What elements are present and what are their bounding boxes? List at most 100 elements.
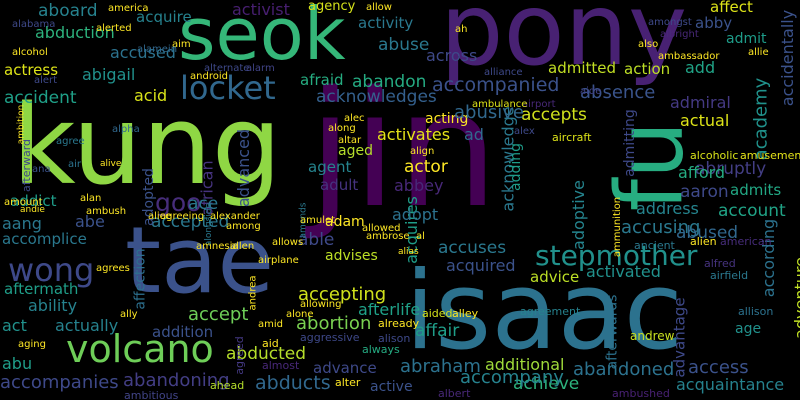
word-aircraft: aircraft <box>552 131 592 144</box>
word-airplane: airplane <box>258 255 299 266</box>
word-american: american <box>720 235 772 248</box>
word-already: already <box>378 317 420 330</box>
word-almost: almost <box>262 359 300 372</box>
word-agent: agent <box>308 158 352 176</box>
word-advice: advice <box>530 268 580 286</box>
word-aang: aang <box>2 214 42 233</box>
word-allowing: allowing <box>300 299 342 310</box>
word-kung: kung <box>12 81 282 209</box>
word-alice: alice <box>148 211 172 222</box>
word-acting: acting <box>425 111 469 127</box>
word-afraid: afraid <box>300 71 344 89</box>
word-affection: affection <box>132 248 149 310</box>
word-abducted: abducted <box>226 344 307 364</box>
word-amid: amid <box>258 319 283 330</box>
word-able: able <box>298 230 335 250</box>
word-allen: allen <box>230 241 255 252</box>
word-academy: academy <box>750 77 772 161</box>
word-alec: alec <box>344 113 365 124</box>
word-account: account <box>718 201 786 221</box>
word-also: also <box>638 39 659 50</box>
word-according: according <box>759 218 779 298</box>
word-alter: alter <box>335 376 361 389</box>
word-admitting: admitting <box>621 109 638 177</box>
word-ability: ability <box>28 296 78 315</box>
word-afterlife: afterlife <box>358 300 421 319</box>
word-advanced: advanced <box>234 128 254 208</box>
word-ambitious: ambitious <box>124 389 179 400</box>
word-acquired: acquired <box>446 256 516 275</box>
word-alternate: alternate <box>204 63 250 74</box>
word-accident: accident <box>4 88 77 108</box>
word-pony: pony <box>440 0 688 88</box>
word-albert: albert <box>438 387 471 400</box>
word-accompanied: accompanied <box>432 74 560 96</box>
word-abusive: abusive <box>454 102 524 123</box>
word-actor: actor <box>404 157 448 177</box>
word-alex: alex <box>514 126 535 137</box>
word-accused: accused <box>110 43 176 62</box>
word-amnesia: amnesia <box>196 241 239 252</box>
word-admitted: admitted <box>548 59 617 77</box>
word-abandoning: abandoning <box>123 370 230 391</box>
word-alert: alert <box>34 75 58 86</box>
word-aboard: aboard <box>38 1 98 21</box>
word-amongst: amongst <box>648 17 692 28</box>
word-alison: alison <box>378 332 411 345</box>
word-alcoholic: alcoholic <box>690 149 739 162</box>
word-absence: absence <box>580 82 656 103</box>
word-actress: actress <box>4 61 59 79</box>
word-ana: ana <box>32 164 51 175</box>
word-andie: andie <box>20 205 45 215</box>
word-adding: adding <box>508 142 525 192</box>
word-addict: addict <box>10 192 57 210</box>
word-achieve: achieve <box>513 374 580 394</box>
word-aftermath: aftermath <box>4 280 79 298</box>
word-isaac: isaac <box>405 249 684 374</box>
word-seok: seok <box>178 0 346 76</box>
word-admiral: admiral <box>670 93 731 112</box>
word-agreement: agreement <box>520 305 581 318</box>
word-actual: actual <box>680 111 730 130</box>
word-ambition: ambition <box>16 104 27 145</box>
word-aid: aid <box>262 337 279 350</box>
word-al: al <box>416 231 425 242</box>
word-agree: agree <box>56 136 85 147</box>
word-abraham: abraham <box>400 356 481 377</box>
word-agreeing: agreeing <box>160 211 205 222</box>
word-jin: jin <box>308 56 499 243</box>
word-action: action <box>624 60 671 78</box>
word-acquire: acquire <box>136 8 192 26</box>
word-alcohol: alcohol <box>12 47 48 58</box>
word-alone: alone <box>286 309 314 320</box>
word-accidentally: accidentally <box>778 9 798 107</box>
word-amulet: amulet <box>300 215 336 226</box>
word-accompany: accompany <box>460 367 564 388</box>
word-agency: agency <box>308 0 356 14</box>
word-act: act <box>2 316 27 335</box>
word-abandon: abandon <box>352 72 427 92</box>
word-afterwards: afterwards <box>604 294 621 370</box>
word-allison: allison <box>738 305 774 318</box>
word-always: always <box>362 343 400 356</box>
word-allowed: allowed <box>362 223 401 234</box>
word-admit: admit <box>726 31 767 47</box>
word-altar: altar <box>338 135 362 146</box>
word-abduction: abduction <box>35 23 115 42</box>
word-accept: accept <box>188 304 249 325</box>
word-airfield: airfield <box>710 269 749 282</box>
word-ambulance: ambulance <box>472 99 528 110</box>
word-abu: abu <box>2 354 33 373</box>
word-aide: aide <box>580 86 602 97</box>
word-along: along <box>328 123 356 134</box>
word-alpha: alpha <box>112 124 140 135</box>
word-alamein: alamein <box>137 44 178 55</box>
word-access: access <box>688 357 749 378</box>
word-ally: ally <box>120 309 138 320</box>
word-ambushed: ambushed <box>612 387 670 400</box>
word-acknowledges: acknowledges <box>316 87 437 107</box>
word-alfred: alfred <box>704 257 736 270</box>
word-adventure: adventure <box>790 257 800 339</box>
word-amusement: amusement <box>740 149 800 162</box>
